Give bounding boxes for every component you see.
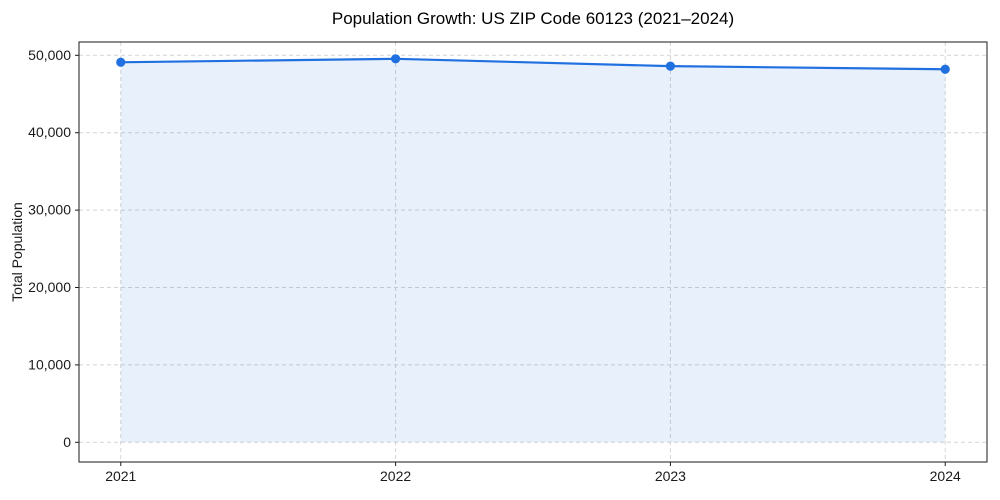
- axes-box: [78, 41, 988, 463]
- chart-title: Population Growth: US ZIP Code 60123 (20…: [331, 9, 735, 28]
- y-tick-label: 30,000: [28, 202, 71, 218]
- data-line: [119, 57, 947, 71]
- y-tick-label: 10,000: [28, 356, 71, 372]
- x-tick-label: 2022: [380, 468, 411, 484]
- y-tick-label: 40,000: [28, 124, 71, 140]
- x-tick-label: 2024: [930, 468, 961, 484]
- y-tick-label: 20,000: [28, 279, 71, 295]
- data-point-2022: [390, 54, 401, 64]
- area-fill: [120, 58, 946, 443]
- data-point-2023: [665, 61, 676, 71]
- y-tick-label: 0: [63, 434, 71, 450]
- x-tick-label: 2021: [105, 468, 136, 484]
- y-tick-label: 50,000: [28, 47, 71, 63]
- x-tick-label: 2023: [655, 468, 686, 484]
- data-point-2024: [940, 64, 950, 74]
- data-point-2021: [116, 57, 126, 67]
